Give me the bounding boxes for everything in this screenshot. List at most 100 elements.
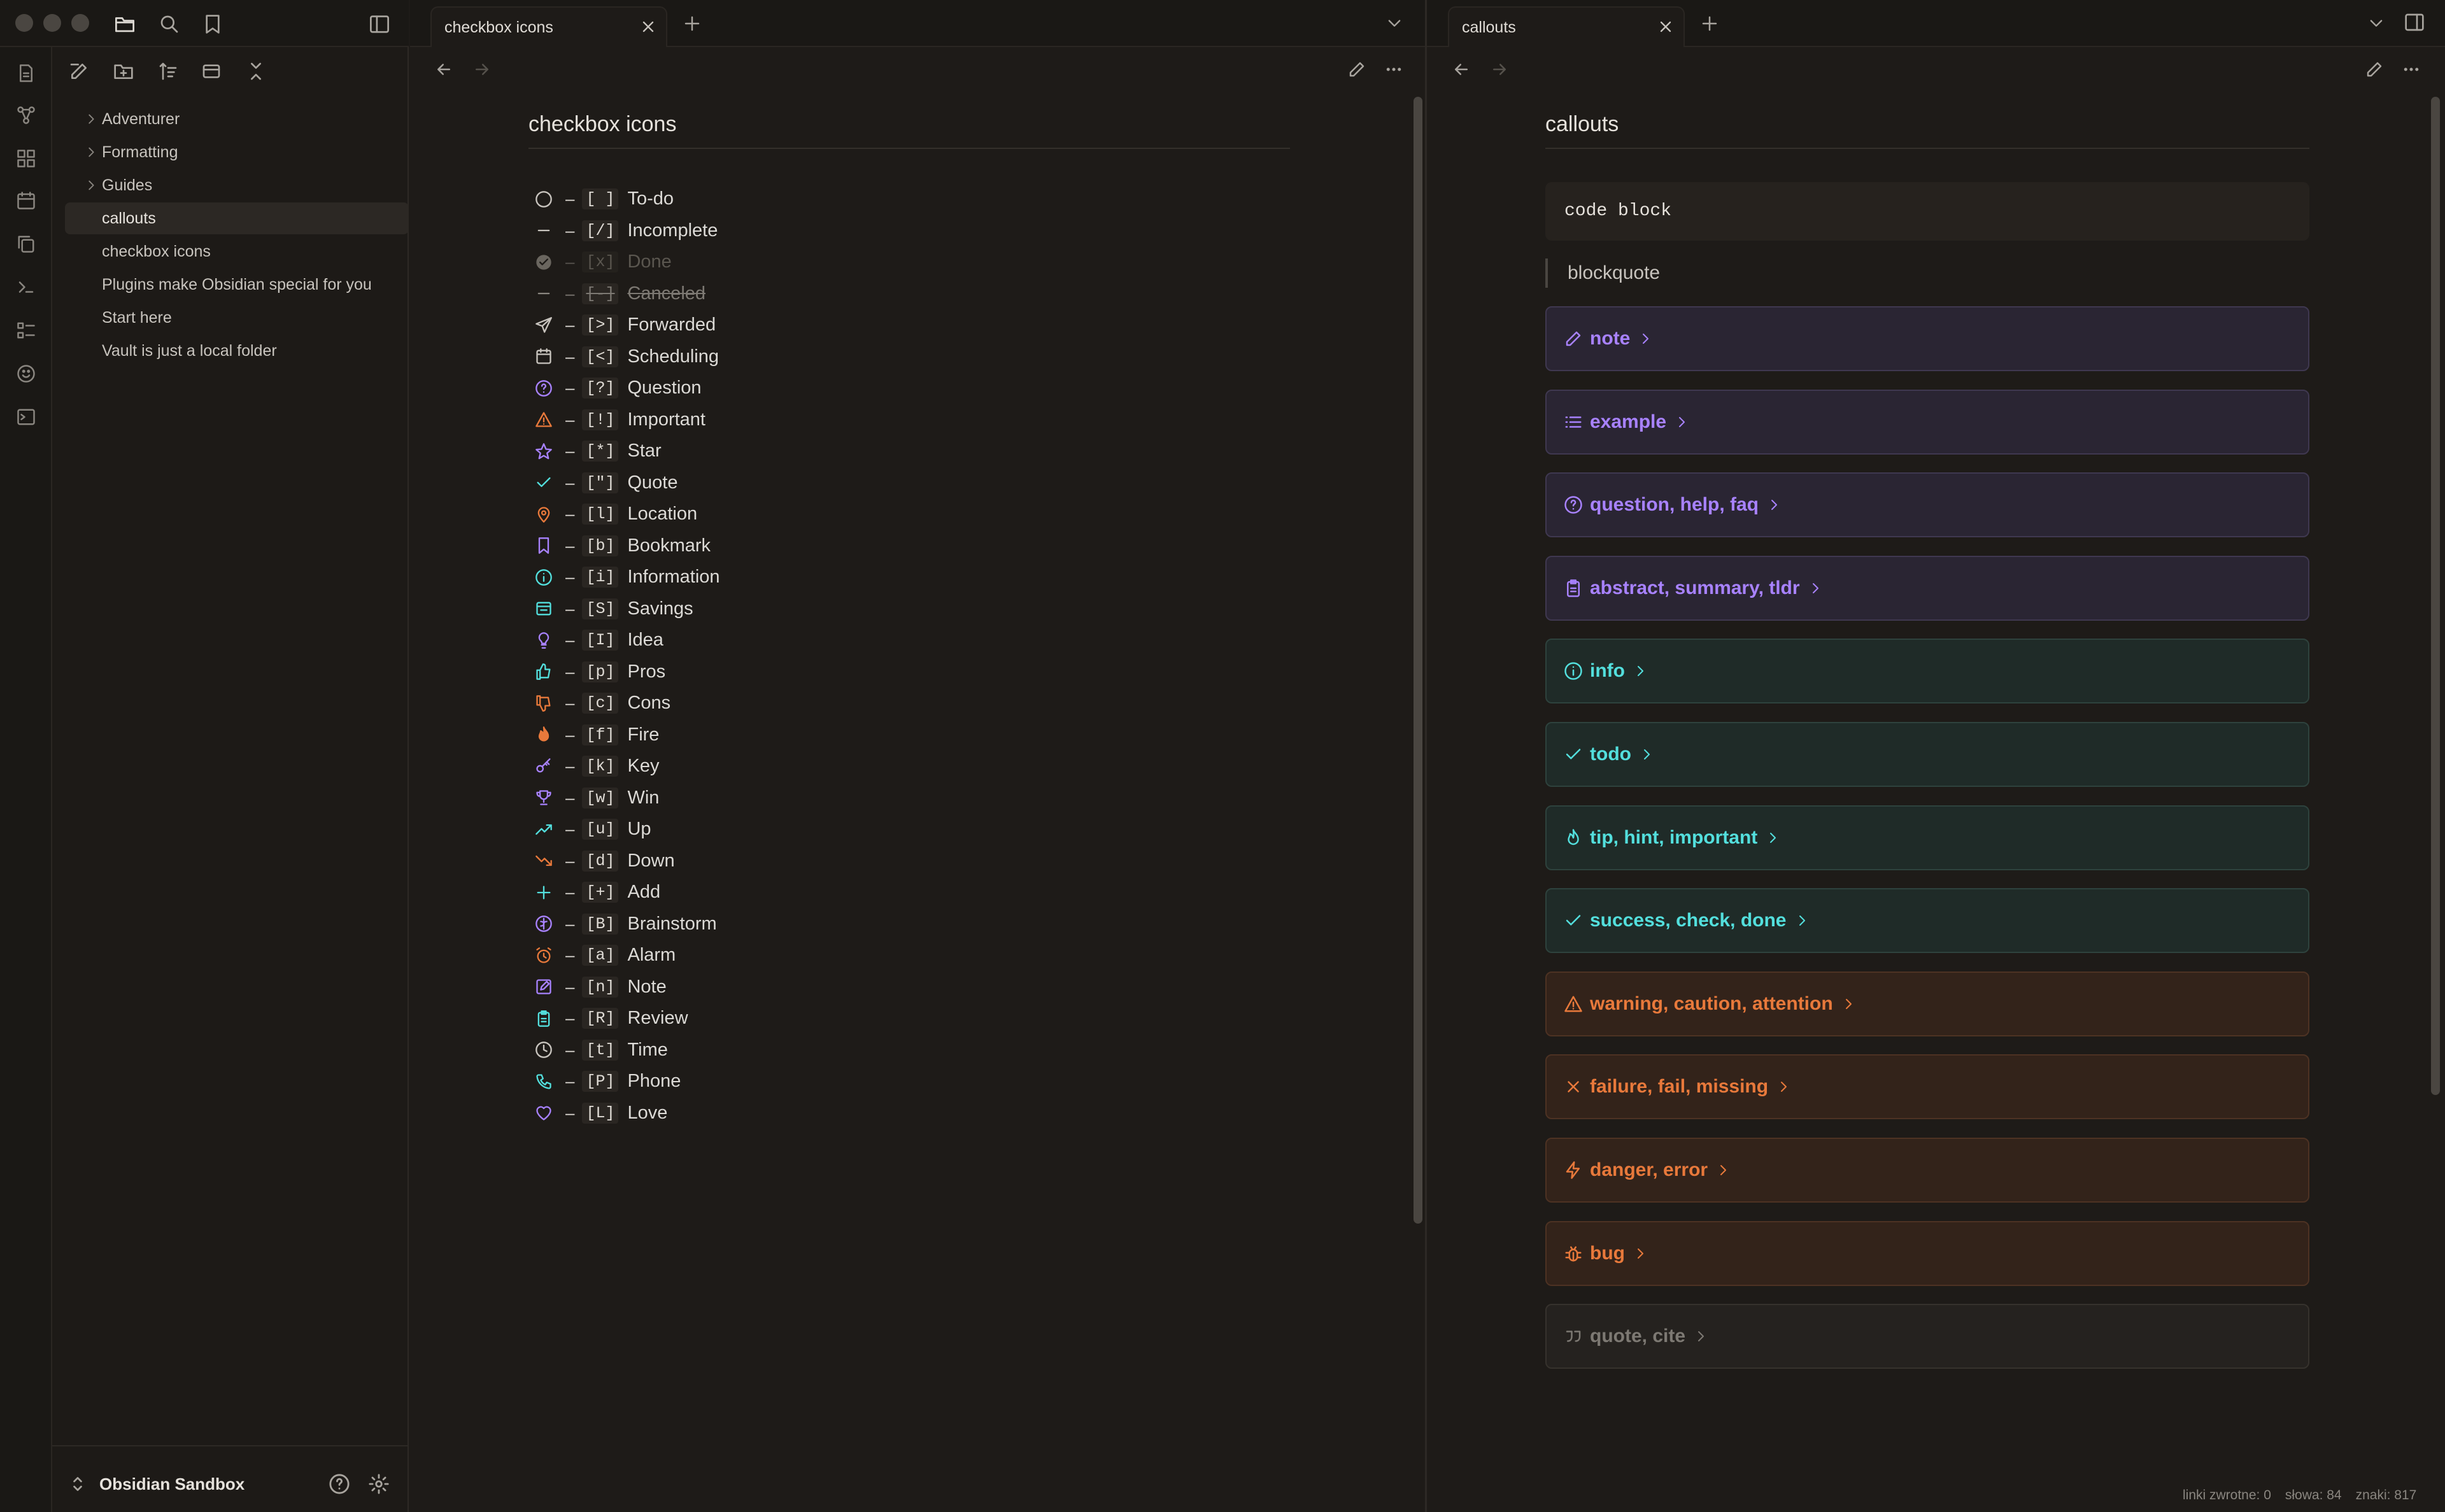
tab-checkbox-icons[interactable]: checkbox icons bbox=[430, 6, 667, 47]
callout[interactable]: failure, fail, missing bbox=[1545, 1054, 2309, 1120]
forward-button[interactable] bbox=[472, 60, 492, 79]
checkbox-toggle[interactable] bbox=[535, 316, 553, 334]
callout[interactable]: warning, caution, attention bbox=[1545, 971, 2309, 1036]
toggle-sidebar-button[interactable] bbox=[365, 10, 393, 38]
checkbox-toggle[interactable] bbox=[535, 1073, 553, 1091]
toggle-right-sidebar-button[interactable] bbox=[2404, 13, 2425, 32]
edit-mode-button[interactable] bbox=[2365, 60, 2384, 79]
checkbox-toggle[interactable] bbox=[535, 569, 553, 586]
ribbon-bases[interactable] bbox=[13, 317, 39, 344]
backlinks-count[interactable]: linki zwrotne: 0 bbox=[2183, 1488, 2271, 1502]
checkbox-toggle[interactable] bbox=[535, 285, 553, 302]
checkbox-toggle[interactable] bbox=[535, 789, 553, 807]
close-tab-button[interactable] bbox=[639, 18, 657, 36]
new-tab-button[interactable] bbox=[1700, 14, 1719, 33]
window-close-button[interactable] bbox=[15, 14, 33, 32]
back-button[interactable] bbox=[434, 60, 453, 79]
checkbox-toggle[interactable] bbox=[535, 348, 553, 365]
new-tab-button[interactable] bbox=[683, 14, 702, 33]
checkbox-toggle[interactable] bbox=[535, 915, 553, 933]
callout[interactable]: todo bbox=[1545, 722, 2309, 787]
callout[interactable]: abstract, summary, tldr bbox=[1545, 555, 2309, 621]
file-item[interactable]: Plugins make Obsidian special for you bbox=[65, 269, 409, 300]
checkbox-toggle[interactable] bbox=[535, 505, 553, 523]
file-item[interactable]: Start here bbox=[65, 302, 409, 334]
callout[interactable]: success, check, done bbox=[1545, 888, 2309, 954]
checkbox-toggle[interactable] bbox=[535, 474, 553, 491]
callout[interactable]: note bbox=[1545, 306, 2309, 371]
ribbon-command-palette[interactable] bbox=[13, 274, 39, 300]
checkbox-toggle[interactable] bbox=[535, 253, 553, 271]
ribbon-daily-note[interactable] bbox=[13, 187, 39, 214]
help-button[interactable] bbox=[329, 1473, 350, 1495]
bookmarks-tab-button[interactable] bbox=[199, 10, 227, 38]
search-tab-button[interactable] bbox=[155, 10, 183, 38]
back-button[interactable] bbox=[1452, 60, 1471, 79]
checkbox-toggle[interactable] bbox=[535, 663, 553, 681]
checkbox-toggle[interactable] bbox=[535, 695, 553, 712]
pane-divider[interactable] bbox=[1425, 0, 1427, 1512]
callout[interactable]: example bbox=[1545, 389, 2309, 455]
folder-item[interactable]: Adventurer bbox=[65, 103, 409, 135]
checkbox-toggle[interactable] bbox=[535, 821, 553, 838]
collapse-all-button[interactable] bbox=[246, 61, 271, 87]
edit-mode-button[interactable] bbox=[1347, 60, 1366, 79]
ribbon-templates[interactable] bbox=[13, 230, 39, 257]
window-zoom-button[interactable] bbox=[71, 14, 89, 32]
checkbox-toggle[interactable] bbox=[535, 1010, 553, 1028]
tab-list-button[interactable] bbox=[1386, 14, 1403, 32]
checkbox-toggle[interactable] bbox=[535, 411, 553, 428]
ribbon-canvas[interactable] bbox=[13, 145, 39, 172]
file-item[interactable]: checkbox icons bbox=[65, 236, 409, 267]
folder-item[interactable]: Guides bbox=[65, 169, 409, 201]
more-options-button[interactable] bbox=[1384, 60, 1403, 79]
checkbox-toggle[interactable] bbox=[535, 632, 553, 649]
vault-switcher-icon[interactable] bbox=[71, 1474, 84, 1494]
settings-button[interactable] bbox=[368, 1473, 390, 1495]
checkbox-toggle[interactable] bbox=[535, 947, 553, 964]
checkbox-toggle[interactable] bbox=[535, 442, 553, 460]
file-item[interactable]: callouts bbox=[65, 202, 409, 234]
checkbox-toggle[interactable] bbox=[535, 1041, 553, 1059]
file-item[interactable]: Vault is just a local folder bbox=[65, 335, 409, 367]
list-dash: – bbox=[565, 504, 575, 523]
checkbox-toggle[interactable] bbox=[535, 600, 553, 618]
checkbox-toggle[interactable] bbox=[535, 379, 553, 397]
left-scrollbar[interactable] bbox=[1414, 97, 1422, 1224]
new-folder-button[interactable] bbox=[113, 61, 139, 87]
close-tab-button[interactable] bbox=[1657, 18, 1675, 36]
callout[interactable]: tip, hint, important bbox=[1545, 805, 2309, 870]
auto-reveal-button[interactable] bbox=[201, 61, 227, 87]
checkbox-toggle[interactable] bbox=[535, 884, 553, 901]
new-note-button[interactable] bbox=[69, 61, 94, 87]
tree-item-label: Adventurer bbox=[102, 110, 180, 128]
callout[interactable]: quote, cite bbox=[1545, 1304, 2309, 1369]
callout[interactable]: bug bbox=[1545, 1220, 2309, 1286]
checkbox-toggle[interactable] bbox=[535, 978, 553, 996]
checkbox-toggle[interactable] bbox=[535, 1104, 553, 1122]
checkbox-toggle[interactable] bbox=[535, 190, 553, 208]
checkbox-toggle[interactable] bbox=[535, 758, 553, 775]
checkbox-toggle[interactable] bbox=[535, 852, 553, 870]
folder-item[interactable]: Formatting bbox=[65, 136, 409, 168]
tab-list-button[interactable] bbox=[2367, 14, 2385, 32]
checkbox-toggle[interactable] bbox=[535, 726, 553, 744]
checkbox-label: Time bbox=[627, 1039, 668, 1060]
checkbox-toggle[interactable] bbox=[535, 537, 553, 555]
right-scrollbar[interactable] bbox=[2431, 97, 2440, 1095]
files-tab-button[interactable] bbox=[111, 10, 139, 38]
callout[interactable]: info bbox=[1545, 639, 2309, 704]
more-options-button[interactable] bbox=[2402, 60, 2421, 79]
sort-button[interactable] bbox=[158, 61, 183, 87]
vault-name[interactable]: Obsidian Sandbox bbox=[99, 1474, 245, 1494]
tab-callouts[interactable]: callouts bbox=[1448, 6, 1685, 47]
callout[interactable]: danger, error bbox=[1545, 1138, 2309, 1203]
callout[interactable]: question, help, faq bbox=[1545, 472, 2309, 538]
ribbon-terminal[interactable] bbox=[13, 404, 39, 430]
forward-button[interactable] bbox=[1490, 60, 1509, 79]
checkbox-toggle[interactable] bbox=[535, 222, 553, 239]
ribbon-graph-view[interactable] bbox=[13, 102, 39, 129]
ribbon-emoji[interactable] bbox=[13, 360, 39, 387]
ribbon-new-note[interactable] bbox=[13, 60, 39, 87]
window-minimize-button[interactable] bbox=[43, 14, 61, 32]
